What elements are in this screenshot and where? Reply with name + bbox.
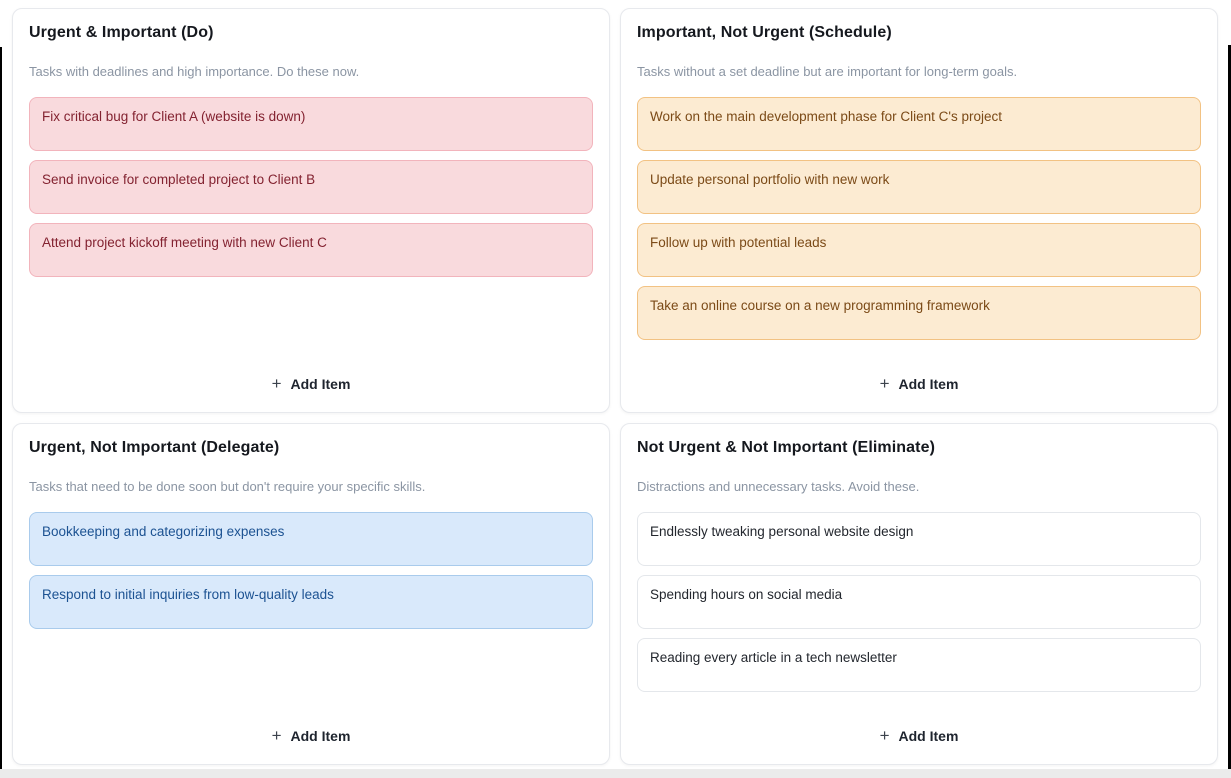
task-card[interactable]: Bookkeeping and categorizing expenses: [29, 512, 593, 566]
plus-icon: +: [271, 726, 282, 745]
task-list: Fix critical bug for Client A (website i…: [29, 97, 593, 286]
add-item-label: Add Item: [290, 727, 351, 744]
quadrant-delegate: Urgent, Not Important (Delegate) Tasks t…: [12, 423, 610, 765]
quadrant-title: Urgent, Not Important (Delegate): [29, 439, 280, 456]
page-bottom-strip: [0, 769, 1231, 778]
window-edge-left: [0, 47, 2, 769]
add-item-label: Add Item: [290, 375, 351, 392]
task-card[interactable]: Respond to initial inquiries from low-qu…: [29, 575, 593, 629]
add-item-button[interactable]: + Add Item: [872, 371, 967, 396]
quadrant-title: Not Urgent & Not Important (Eliminate): [637, 439, 936, 456]
quadrant-schedule: Important, Not Urgent (Schedule) Tasks w…: [620, 8, 1218, 413]
quadrant-subtitle: Tasks without a set deadline but are imp…: [637, 64, 1018, 79]
task-card[interactable]: Reading every article in a tech newslett…: [637, 638, 1201, 692]
task-card[interactable]: Follow up with potential leads: [637, 223, 1201, 277]
add-item-button[interactable]: + Add Item: [264, 371, 359, 396]
quadrant-subtitle: Distractions and unnecessary tasks. Avoi…: [637, 479, 920, 494]
task-card[interactable]: Spending hours on social media: [637, 575, 1201, 629]
task-list: Bookkeeping and categorizing expenses Res…: [29, 512, 593, 638]
add-item-button[interactable]: + Add Item: [872, 723, 967, 748]
quadrant-do: Urgent & Important (Do) Tasks with deadl…: [12, 8, 610, 413]
quadrant-title: Urgent & Important (Do): [29, 24, 214, 41]
quadrant-subtitle: Tasks with deadlines and high importance…: [29, 64, 360, 79]
task-card[interactable]: Take an online course on a new programmi…: [637, 286, 1201, 340]
plus-icon: +: [879, 726, 890, 745]
plus-icon: +: [271, 374, 282, 393]
task-list: Endlessly tweaking personal website desi…: [637, 512, 1201, 701]
task-card[interactable]: Update personal portfolio with new work: [637, 160, 1201, 214]
task-card[interactable]: Endlessly tweaking personal website desi…: [637, 512, 1201, 566]
plus-icon: +: [879, 374, 890, 393]
quadrant-subtitle: Tasks that need to be done soon but don'…: [29, 479, 426, 494]
task-card[interactable]: Work on the main development phase for C…: [637, 97, 1201, 151]
task-card[interactable]: Attend project kickoff meeting with new …: [29, 223, 593, 277]
add-item-label: Add Item: [898, 727, 959, 744]
task-list: Work on the main development phase for C…: [637, 97, 1201, 349]
task-card[interactable]: Send invoice for completed project to Cl…: [29, 160, 593, 214]
add-item-button[interactable]: + Add Item: [264, 723, 359, 748]
add-item-label: Add Item: [898, 375, 959, 392]
task-card[interactable]: Fix critical bug for Client A (website i…: [29, 97, 593, 151]
window-edge-right: [1228, 45, 1231, 769]
quadrant-title: Important, Not Urgent (Schedule): [637, 24, 892, 41]
quadrant-eliminate: Not Urgent & Not Important (Eliminate) D…: [620, 423, 1218, 765]
